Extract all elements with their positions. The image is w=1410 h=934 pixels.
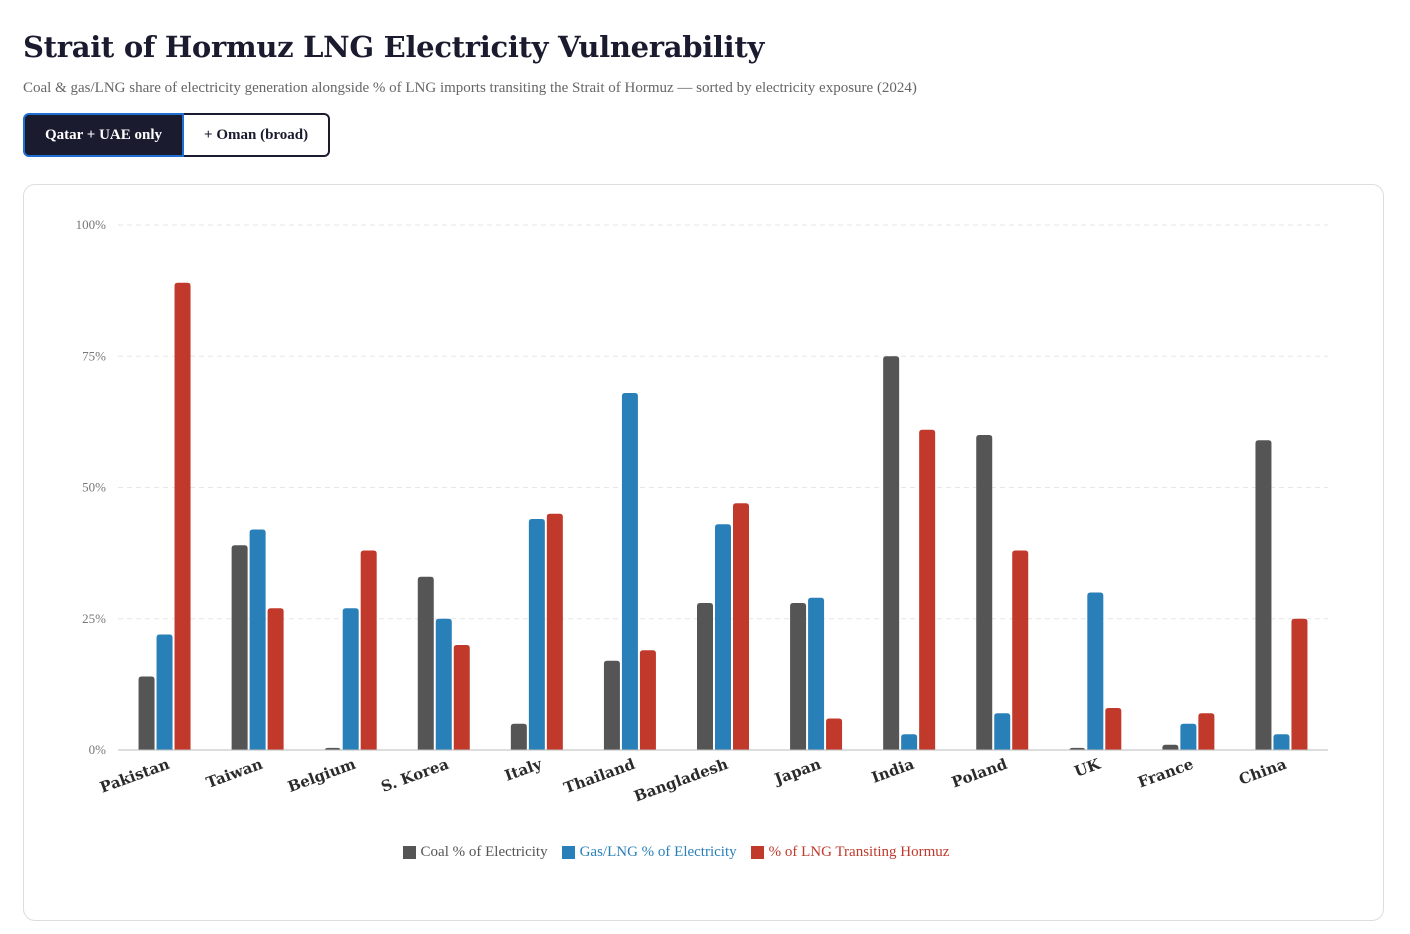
bar [1069, 747, 1086, 751]
bar [267, 608, 284, 750]
x-tick-label: Poland [949, 755, 1010, 792]
bar [528, 519, 545, 750]
x-tick-label: Belgium [285, 755, 358, 796]
bar [324, 747, 341, 751]
bar [1198, 713, 1215, 750]
legend-item-lng[interactable]: % of LNG Transiting Hormuz [750, 844, 950, 861]
y-tick-label: 0% [89, 742, 107, 757]
x-tick-label: France [1135, 755, 1195, 792]
x-tick-label: S. Korea [379, 755, 452, 796]
legend-swatch [750, 846, 764, 859]
bar [174, 282, 191, 750]
chart-card [23, 184, 1384, 921]
bar [546, 513, 563, 750]
bar [976, 435, 993, 750]
bar [1162, 744, 1179, 750]
bar [994, 713, 1011, 750]
x-tick-label: Bangladesh [632, 755, 731, 806]
legend-label: % of LNG Transiting Hormuz [768, 844, 950, 860]
bar [639, 650, 656, 750]
bar [603, 660, 620, 750]
bar [1255, 440, 1272, 750]
bar [342, 608, 359, 750]
bar [360, 550, 377, 750]
bar [1273, 734, 1290, 750]
legend-label: Gas/LNG % of Electricity [579, 844, 737, 860]
bar [231, 545, 248, 750]
legend-item-coal[interactable]: Coal % of Electricity [402, 844, 548, 861]
toggle-oman-broad[interactable]: + Oman (broad) [184, 113, 331, 157]
bar [417, 576, 434, 750]
page-title: Strait of Hormuz LNG Electricity Vulnera… [23, 30, 765, 64]
bar [715, 524, 731, 750]
y-tick-label: 100% [76, 217, 107, 232]
bar [1012, 550, 1029, 750]
bar [808, 597, 825, 750]
bar [1087, 592, 1104, 750]
scope-toggle: Qatar + UAE only + Oman (broad) [23, 113, 331, 157]
page-subtitle: Coal & gas/LNG share of electricity gene… [23, 80, 917, 96]
bar [249, 529, 266, 750]
y-tick-label: 75% [82, 348, 106, 363]
bar [1105, 708, 1122, 750]
bar [790, 603, 807, 750]
bar [435, 618, 452, 750]
x-tick-label: Japan [770, 755, 823, 789]
bar [733, 503, 749, 750]
x-tick-label: Thailand [561, 755, 637, 798]
bar [156, 634, 173, 750]
bar [138, 676, 155, 750]
bar [883, 356, 900, 750]
x-tick-label: China [1236, 755, 1289, 789]
legend-label: Coal % of Electricity [420, 844, 548, 860]
bar [826, 718, 843, 750]
legend-item-gas[interactable]: Gas/LNG % of Electricity [561, 844, 737, 861]
bar [901, 734, 918, 750]
legend-swatch [561, 846, 575, 859]
x-tick-label: UK [1072, 755, 1104, 781]
x-tick-label: Taiwan [204, 755, 265, 792]
x-tick-label: Italy [502, 754, 545, 784]
legend: Coal % of Electricity Gas/LNG % of Elect… [0, 844, 1352, 861]
y-tick-label: 25% [82, 611, 106, 626]
y-tick-label: 50% [82, 480, 106, 495]
bar [919, 429, 936, 750]
x-tick-label: Pakistan [97, 755, 172, 797]
bar [453, 645, 470, 750]
bar [697, 603, 713, 750]
toggle-qatar-uae[interactable]: Qatar + UAE only [23, 113, 185, 157]
bar [1180, 723, 1197, 750]
x-tick-label: India [869, 755, 917, 787]
bar [510, 723, 527, 750]
bar [1291, 618, 1308, 750]
legend-swatch [402, 846, 416, 859]
bar [621, 393, 638, 750]
